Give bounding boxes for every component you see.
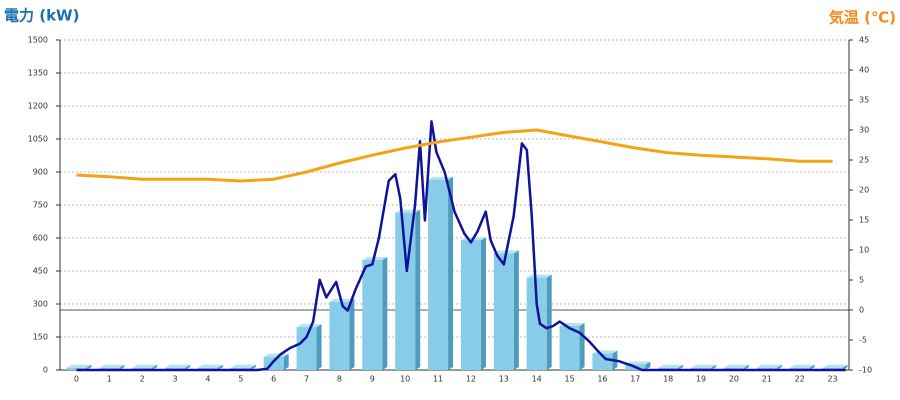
y-tick-label: 300 xyxy=(33,300,48,309)
bar xyxy=(428,179,449,370)
bar-top xyxy=(756,364,782,368)
y2-tick-label: 0 xyxy=(859,306,864,315)
y-tick-label: 450 xyxy=(33,267,48,276)
power-line xyxy=(76,120,846,372)
bar xyxy=(592,353,613,370)
y2-tick-label: 30 xyxy=(859,126,869,135)
bar-side xyxy=(382,257,388,370)
y-tick-label: 0 xyxy=(43,366,48,375)
bar-top xyxy=(197,364,223,368)
bar-top xyxy=(296,324,322,328)
y2-tick-label: 5 xyxy=(859,276,864,285)
bar-side xyxy=(283,353,289,370)
bar-top xyxy=(789,364,815,368)
y2-tick-label: 35 xyxy=(859,96,869,105)
x-tick-label: 0 xyxy=(74,375,79,384)
x-tick-label: 18 xyxy=(663,375,673,384)
bar-side xyxy=(743,364,749,370)
y2-tick-label: 20 xyxy=(859,186,869,195)
x-tick-label: 21 xyxy=(762,375,772,384)
x-tick-label: 10 xyxy=(400,375,410,384)
bar-side xyxy=(546,274,552,370)
bar-side xyxy=(185,364,191,370)
x-tick-label: 15 xyxy=(564,375,574,384)
x-tick-label: 5 xyxy=(238,375,243,384)
y-tick-label: 750 xyxy=(33,201,48,210)
bar-side xyxy=(711,364,717,370)
bar-side xyxy=(776,364,782,370)
x-tick-label: 22 xyxy=(795,375,805,384)
bar-side xyxy=(579,323,585,370)
y-tick-label: 150 xyxy=(33,333,48,342)
x-tick-label: 4 xyxy=(205,375,210,384)
x-tick-label: 8 xyxy=(337,375,342,384)
y-tick-label: 1200 xyxy=(28,102,48,111)
x-tick-label: 2 xyxy=(140,375,145,384)
y2-tick-label: -10 xyxy=(859,366,872,375)
x-tick-label: 3 xyxy=(173,375,178,384)
bar xyxy=(460,240,481,370)
x-tick-label: 7 xyxy=(304,375,309,384)
x-tick-label: 23 xyxy=(827,375,837,384)
bar-top xyxy=(658,364,684,368)
y2-tick-label: 10 xyxy=(859,246,869,255)
bar-side xyxy=(152,364,158,370)
bar xyxy=(559,326,580,370)
bar-side xyxy=(645,361,651,370)
bar xyxy=(329,301,350,370)
y2-tick-label: 25 xyxy=(859,156,869,165)
bar-side xyxy=(349,298,355,370)
bar-side xyxy=(415,209,421,370)
y-axis-title: 電力 (kW) xyxy=(4,7,79,25)
y-tick-label: 900 xyxy=(33,168,48,177)
y2-tick-label: 40 xyxy=(859,66,869,75)
bar xyxy=(493,253,514,370)
bar-side xyxy=(217,364,223,370)
bar-top xyxy=(723,364,749,368)
bar-top xyxy=(625,361,651,365)
x-tick-label: 11 xyxy=(433,375,443,384)
x-tick-label: 1 xyxy=(107,375,112,384)
bar xyxy=(526,277,547,370)
bar-top xyxy=(230,364,256,368)
bar-top xyxy=(66,364,92,368)
bar-side xyxy=(513,250,519,370)
y-tick-label: 1350 xyxy=(28,69,48,78)
x-tick-label: 9 xyxy=(370,375,375,384)
temperature-line xyxy=(76,128,833,183)
bar-side xyxy=(86,364,92,370)
bar-side xyxy=(480,237,486,370)
bar-side xyxy=(316,324,322,370)
bar-top xyxy=(526,274,552,278)
bar-side xyxy=(250,364,256,370)
y2-tick-label: 45 xyxy=(859,36,869,45)
x-tick-label: 20 xyxy=(729,375,739,384)
bar xyxy=(362,260,383,370)
y-tick-label: 1050 xyxy=(28,135,48,144)
bar-side xyxy=(119,364,125,370)
x-tick-label: 17 xyxy=(630,375,640,384)
bar-top xyxy=(691,364,717,368)
y-tick-label: 1500 xyxy=(28,36,48,45)
x-tick-label: 13 xyxy=(499,375,509,384)
y2-tick-label: 15 xyxy=(859,216,869,225)
bar-top xyxy=(132,364,158,368)
y2-tick-label: -5 xyxy=(859,336,867,345)
bar-top xyxy=(165,364,191,368)
x-tick-label: 12 xyxy=(466,375,476,384)
x-tick-label: 14 xyxy=(532,375,542,384)
bar xyxy=(296,327,317,370)
bar-side xyxy=(678,364,684,370)
x-tick-label: 16 xyxy=(597,375,607,384)
bar-top xyxy=(822,364,848,368)
bar-top xyxy=(99,364,125,368)
x-tick-label: 19 xyxy=(696,375,706,384)
bar-side xyxy=(809,364,815,370)
bar-side xyxy=(842,364,848,370)
y2-axis-title: 気温 (℃) xyxy=(829,9,896,27)
y-tick-label: 600 xyxy=(33,234,48,243)
x-tick-label: 6 xyxy=(271,375,276,384)
bar-side xyxy=(448,176,454,370)
